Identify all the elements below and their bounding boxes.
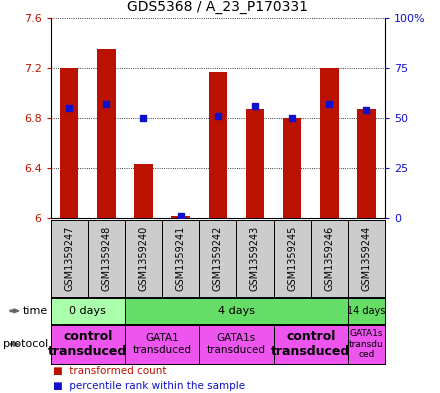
Bar (125, 325, 199, 364)
Bar (60, 68, 78, 218)
Text: ■  transformed count: ■ transformed count (53, 366, 166, 376)
Text: GSM1359248: GSM1359248 (101, 226, 111, 291)
Bar (357, 109, 376, 218)
Bar (348, 298, 385, 324)
Bar (97, 49, 116, 218)
Text: control
transduced: control transduced (271, 330, 350, 358)
Bar (51, 325, 125, 364)
Text: GSM1359247: GSM1359247 (64, 226, 74, 291)
Bar (348, 325, 385, 364)
Text: GSM1359244: GSM1359244 (361, 226, 371, 291)
Bar (320, 68, 338, 218)
Bar (274, 325, 348, 364)
Text: GATA1
transduced: GATA1 transduced (132, 334, 191, 355)
Bar (246, 109, 264, 218)
Text: 0 days: 0 days (70, 306, 106, 316)
Text: time: time (23, 306, 48, 316)
Text: GSM1359240: GSM1359240 (139, 226, 148, 291)
Bar (51, 298, 125, 324)
Text: GSM1359245: GSM1359245 (287, 226, 297, 291)
Text: GATA1s
transduced: GATA1s transduced (207, 334, 266, 355)
Bar (171, 216, 190, 218)
Text: GSM1359241: GSM1359241 (176, 226, 186, 291)
Title: GDS5368 / A_23_P170331: GDS5368 / A_23_P170331 (127, 0, 308, 14)
Text: ■  percentile rank within the sample: ■ percentile rank within the sample (53, 381, 245, 391)
Bar (134, 164, 153, 218)
Text: GSM1359242: GSM1359242 (213, 226, 223, 291)
Text: GSM1359243: GSM1359243 (250, 226, 260, 291)
Text: 4 days: 4 days (218, 306, 255, 316)
Bar (125, 298, 348, 324)
Bar (209, 72, 227, 218)
Bar (199, 325, 274, 364)
Text: GSM1359246: GSM1359246 (324, 226, 334, 291)
Text: protocol: protocol (3, 339, 48, 349)
Text: 14 days: 14 days (347, 306, 385, 316)
Text: GATA1s
transdu
ced: GATA1s transdu ced (349, 329, 384, 359)
Text: control
transduced: control transduced (48, 330, 128, 358)
Bar (283, 118, 301, 218)
